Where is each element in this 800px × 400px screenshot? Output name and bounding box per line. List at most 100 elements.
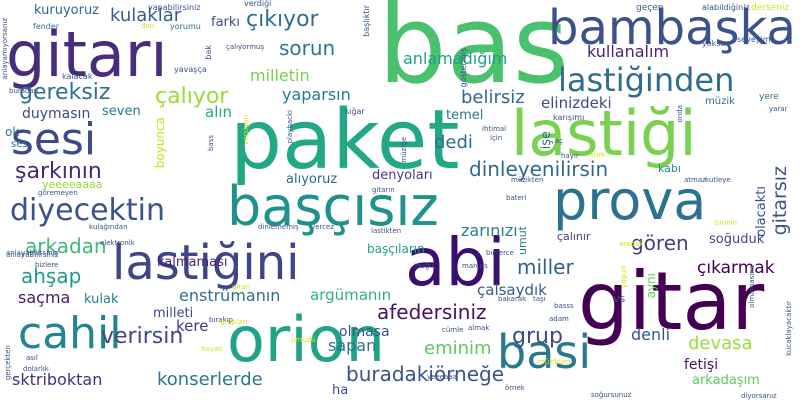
word-52: milleti [153,306,194,321]
word-83: yoksun [702,39,731,48]
word-12: cahil [18,308,122,359]
word-123: vercez [311,223,335,231]
word-67: arkadaşım [692,373,760,388]
word-8: orion [227,303,385,376]
word-57: denyoları [372,168,433,183]
word-103: karışımı [553,113,585,122]
word-2: gitar [578,255,765,348]
word-134: bakarak [498,295,527,303]
word-147: gerçekten [4,345,12,381]
word-144: hayati [201,345,223,353]
word-3: lastiği [511,97,697,170]
word-105: için [490,134,503,142]
word-27: elinizdeki [541,94,612,112]
word-107: yarar [769,105,788,113]
word-22: anlamadığım [403,49,508,68]
word-26: belirsiz [461,87,525,108]
word-51: kulak [84,292,119,307]
word-21: sorun [279,36,336,60]
word-80: aynı [644,273,658,299]
word-101: playbacki [286,110,294,144]
word-152: soğursunuz [591,391,632,399]
word-18: çalıyor [155,84,229,109]
word-146: dolarlık [23,365,49,373]
word-110: versiyon [242,115,250,145]
word-61: seven [102,104,141,119]
word-74: boyunca [153,117,167,169]
word-79: vs [613,292,626,305]
word-91: fender [33,22,60,31]
word-1: paket [230,93,460,188]
word-54: başçıların [367,242,425,256]
word-128: bizlere [35,261,59,269]
word-78: işe [539,131,554,150]
word-17: gereksiz [19,80,111,105]
word-6: prova [553,169,707,232]
word-14: diyecektin [10,193,166,228]
word-141: almak [468,324,490,332]
word-71: olacaktı [754,186,769,237]
word-126: birinin [715,219,738,227]
word-62: duymasın [22,106,91,122]
word-31: arkadan [25,234,107,258]
word-40: afedersiniz [377,300,487,324]
word-13: basi [497,325,592,379]
word-45: sapan [328,336,377,355]
word-75: ok [5,125,20,139]
word-63: yeeeeaaaa [42,178,103,191]
word-32: zarınızı [461,221,518,240]
word-0: bas [378,0,570,108]
word-119: bateri [506,194,527,202]
word-60: temel [446,108,484,123]
word-66: fetişi [684,357,719,373]
word-38: argümanın [310,286,392,304]
word-125: aradaki [619,240,646,248]
word-121: elektronik [100,239,135,247]
word-9: abi [405,224,506,301]
word-99: buradan [9,87,39,95]
word-85: geçen [636,3,664,13]
word-113: göremeyen [38,189,78,197]
word-114: hayır [561,152,579,160]
word-77: yere [759,92,779,102]
word-111: bass [207,135,215,152]
word-41: devasa [688,333,753,354]
word-82: seveyim [737,35,771,44]
word-136: gitarı [232,283,251,291]
word-53: kalmaması [157,255,228,270]
word-28: dedi [434,132,473,153]
word-23: milletin [250,66,310,85]
word-56: soğuduk [709,232,765,247]
word-149: müzikten [538,358,571,366]
word-43: denli [631,325,671,344]
word-59: alın [205,103,233,121]
word-117: kutleye [705,176,731,184]
word-143: ümüdü [291,336,316,344]
word-37: enstrümanın [179,286,281,305]
word-19: çıkıyor [246,7,319,32]
word-135: taşı [533,295,546,303]
word-94: bak [204,45,213,60]
word-89: yorumu [170,22,201,31]
word-150: yeeeaaa [427,373,457,381]
word-133: olmamasına [748,265,756,308]
word-137: bırakıp [209,316,233,324]
word-33: ahşap [21,264,82,288]
word-120: kulağından [89,223,128,231]
word-72: kabı [658,162,681,175]
word-106: onda [676,105,684,123]
word-7: başçısız [227,175,439,238]
word-70: gitarsız [769,166,791,236]
word-92: kalacak [62,72,93,81]
word-151: örnek [505,384,525,392]
word-69: müzik [705,96,735,107]
word-36: saçma [18,288,71,307]
word-5: bambaşka [548,0,796,56]
word-90: don [141,22,155,30]
word-29: dinleyenilirsin [469,157,609,181]
word-138: grupları [220,318,248,326]
word-104: ihtimal [482,125,507,133]
word-24: kullanalım [587,42,670,61]
word-148: kucaklayacaktır [785,301,793,356]
word-25: yaparsın [282,85,351,104]
